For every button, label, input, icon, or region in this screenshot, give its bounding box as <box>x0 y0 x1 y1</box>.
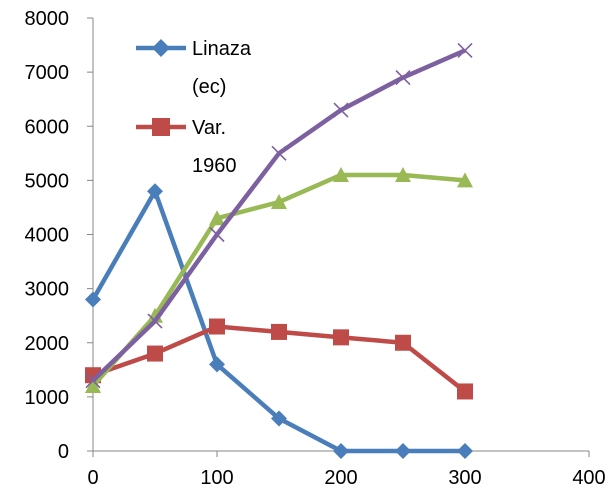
y-tick-label: 0 <box>58 441 69 463</box>
series-3-point-stroke <box>209 226 225 243</box>
series-0-point <box>85 291 101 308</box>
legend-label: Linaza <box>192 38 252 60</box>
series-0-point <box>395 443 411 459</box>
series-1-point <box>333 329 349 346</box>
legend-swatch-marker <box>152 118 170 136</box>
series-2-point <box>209 210 225 226</box>
series-3-point <box>209 226 225 243</box>
legend: Linaza (ec) Var. 1960 <box>136 38 252 177</box>
y-tick-label: 5000 <box>25 170 70 192</box>
series-0 <box>85 183 473 459</box>
series-1-point <box>395 334 411 351</box>
series-2-point <box>333 166 349 182</box>
y-tick-label: 3000 <box>25 279 70 301</box>
series-3-point-stroke <box>147 313 163 329</box>
x-tick-label: 300 <box>448 467 481 489</box>
series-0-point <box>457 443 473 459</box>
legend-item-0: Linaza (ec) <box>136 38 252 98</box>
series-0-point <box>209 356 225 373</box>
series-1-point <box>457 383 473 400</box>
axes: 0 1000 2000 3000 4000 5000 6000 7000 8000 0 100 200… <box>25 8 606 489</box>
legend-swatch-marker <box>152 39 170 57</box>
legend-label: (ec) <box>192 76 226 98</box>
series-0-point <box>333 443 349 459</box>
y-tick-label: 6000 <box>25 116 70 138</box>
legend-label: 1960 <box>192 155 237 177</box>
series-0-point <box>147 183 163 200</box>
legend-item-1: Var. 1960 <box>136 117 237 177</box>
series-1-point <box>271 323 287 340</box>
x-tick-label: 100 <box>200 467 233 489</box>
series-2-point <box>85 378 101 394</box>
series-2-point <box>395 166 411 182</box>
series-1-point <box>209 318 225 335</box>
series-1-point <box>147 345 163 362</box>
series-2-point <box>457 172 473 188</box>
legend-label: Var. <box>192 117 226 139</box>
series-3-point <box>85 373 101 389</box>
series-3-point <box>395 69 411 86</box>
plot-area <box>85 42 473 459</box>
y-tick-label: 1000 <box>25 387 70 409</box>
series-3-point-stroke <box>85 373 101 389</box>
x-tick-label: 0 <box>87 467 98 489</box>
y-tick-label: 4000 <box>25 225 70 247</box>
series-3-point-stroke <box>457 42 473 59</box>
series-3-point <box>271 145 287 161</box>
x-tick-label: 200 <box>324 467 357 489</box>
series-3-point <box>147 313 163 329</box>
series-3-point <box>457 42 473 59</box>
series-3-point-stroke <box>271 145 287 161</box>
y-tick-label: 8000 <box>25 8 70 30</box>
series-3-point-stroke <box>333 102 349 118</box>
series-0-point <box>271 410 287 427</box>
series-3-point <box>333 102 349 118</box>
series-2-point <box>271 194 287 210</box>
series-3 <box>85 42 473 389</box>
series-3-point-stroke <box>395 69 411 86</box>
y-tick-label: 7000 <box>25 62 70 84</box>
y-tick-label: 2000 <box>25 333 70 355</box>
x-tick-label: 400 <box>572 467 605 489</box>
